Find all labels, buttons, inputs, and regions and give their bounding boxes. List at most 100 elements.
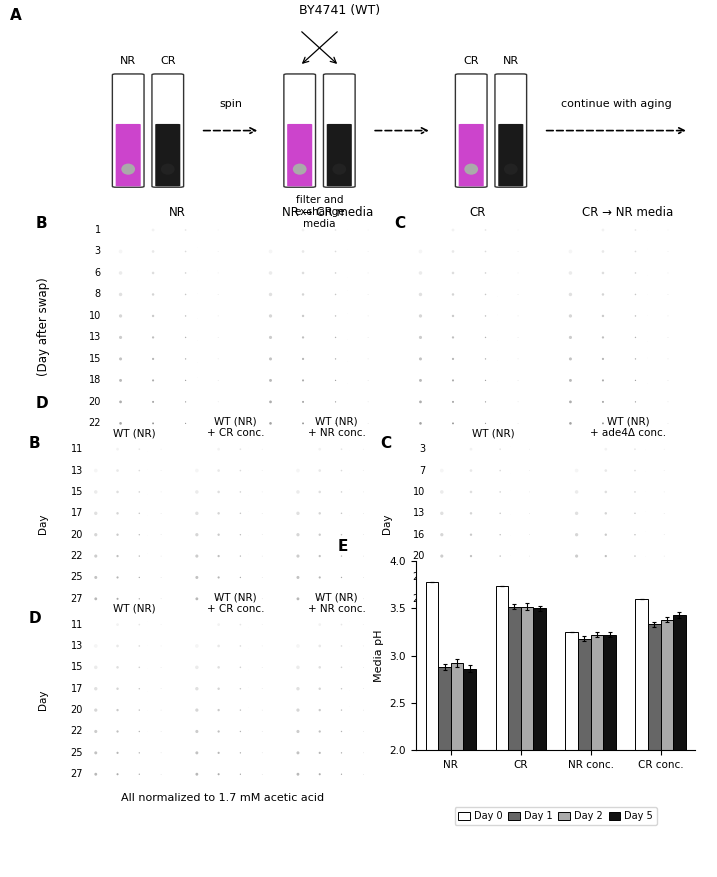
Ellipse shape xyxy=(116,576,118,579)
Ellipse shape xyxy=(419,336,422,339)
Text: WT (NR)
+ CR conc.: WT (NR) + CR conc. xyxy=(206,417,265,438)
Ellipse shape xyxy=(217,752,219,754)
Bar xyxy=(648,624,660,877)
Ellipse shape xyxy=(217,533,220,536)
Ellipse shape xyxy=(116,533,119,536)
Ellipse shape xyxy=(119,336,122,339)
Text: 23: 23 xyxy=(413,573,425,582)
Ellipse shape xyxy=(470,555,472,557)
Bar xyxy=(635,599,648,877)
Text: CR → NR media: CR → NR media xyxy=(582,206,673,219)
Bar xyxy=(451,663,463,877)
Ellipse shape xyxy=(419,314,422,317)
Text: BY4741 (WT): BY4741 (WT) xyxy=(299,4,380,18)
Bar xyxy=(566,632,578,877)
Ellipse shape xyxy=(269,401,272,403)
Ellipse shape xyxy=(195,554,199,558)
Ellipse shape xyxy=(500,534,501,536)
Ellipse shape xyxy=(341,709,342,711)
Ellipse shape xyxy=(269,314,272,317)
Ellipse shape xyxy=(602,229,604,232)
Ellipse shape xyxy=(341,667,342,668)
Ellipse shape xyxy=(470,490,473,493)
Ellipse shape xyxy=(116,512,119,515)
Ellipse shape xyxy=(635,251,636,253)
Ellipse shape xyxy=(604,555,607,557)
Ellipse shape xyxy=(604,576,607,579)
Ellipse shape xyxy=(341,752,342,753)
Ellipse shape xyxy=(116,469,119,472)
Ellipse shape xyxy=(161,164,175,175)
FancyBboxPatch shape xyxy=(288,124,312,186)
Bar xyxy=(603,635,616,877)
Ellipse shape xyxy=(318,774,320,775)
Text: D: D xyxy=(36,396,49,411)
Text: B: B xyxy=(29,436,40,451)
Ellipse shape xyxy=(269,250,272,253)
Ellipse shape xyxy=(196,773,199,775)
Ellipse shape xyxy=(116,666,119,668)
Ellipse shape xyxy=(602,358,604,360)
Bar xyxy=(533,609,546,877)
Ellipse shape xyxy=(116,645,119,647)
Ellipse shape xyxy=(116,731,118,732)
Ellipse shape xyxy=(239,667,241,668)
Ellipse shape xyxy=(152,380,154,381)
Ellipse shape xyxy=(318,533,321,536)
Ellipse shape xyxy=(485,380,486,381)
Ellipse shape xyxy=(569,358,572,360)
Text: 17: 17 xyxy=(70,509,83,518)
Text: 3: 3 xyxy=(419,444,425,454)
Ellipse shape xyxy=(341,774,342,775)
Ellipse shape xyxy=(94,576,98,579)
Ellipse shape xyxy=(318,576,320,579)
Ellipse shape xyxy=(485,402,486,403)
Ellipse shape xyxy=(470,598,472,600)
Ellipse shape xyxy=(239,577,241,578)
Ellipse shape xyxy=(318,598,320,600)
Ellipse shape xyxy=(602,336,604,339)
Text: 16: 16 xyxy=(413,530,425,539)
Text: CR: CR xyxy=(160,56,176,66)
Ellipse shape xyxy=(269,422,272,424)
Ellipse shape xyxy=(302,423,304,424)
Ellipse shape xyxy=(569,271,572,275)
Ellipse shape xyxy=(500,577,501,578)
Text: NR: NR xyxy=(120,56,136,66)
Ellipse shape xyxy=(185,272,186,274)
Ellipse shape xyxy=(185,337,186,339)
Ellipse shape xyxy=(302,358,304,360)
Ellipse shape xyxy=(217,624,220,626)
Ellipse shape xyxy=(269,336,272,339)
Ellipse shape xyxy=(94,666,98,669)
Ellipse shape xyxy=(119,250,123,253)
Ellipse shape xyxy=(485,423,486,424)
Bar xyxy=(591,635,603,877)
Ellipse shape xyxy=(440,468,444,473)
Ellipse shape xyxy=(185,251,186,253)
Ellipse shape xyxy=(185,315,186,317)
Ellipse shape xyxy=(239,534,241,536)
Ellipse shape xyxy=(296,576,300,579)
Ellipse shape xyxy=(302,380,304,381)
Ellipse shape xyxy=(296,468,300,473)
Ellipse shape xyxy=(302,336,304,339)
Text: CR: CR xyxy=(470,206,486,219)
Ellipse shape xyxy=(635,555,636,557)
Ellipse shape xyxy=(239,774,241,775)
Text: 7: 7 xyxy=(419,466,425,475)
Ellipse shape xyxy=(296,623,300,626)
Ellipse shape xyxy=(195,468,199,473)
Ellipse shape xyxy=(341,645,342,646)
Ellipse shape xyxy=(341,512,342,514)
Text: 15: 15 xyxy=(70,487,83,497)
Ellipse shape xyxy=(602,380,604,381)
Text: C: C xyxy=(394,216,406,232)
Ellipse shape xyxy=(138,577,140,578)
Ellipse shape xyxy=(152,336,154,339)
Ellipse shape xyxy=(341,448,342,450)
Ellipse shape xyxy=(452,250,455,253)
Text: 17: 17 xyxy=(70,684,83,694)
Ellipse shape xyxy=(452,229,455,232)
Ellipse shape xyxy=(302,315,304,317)
